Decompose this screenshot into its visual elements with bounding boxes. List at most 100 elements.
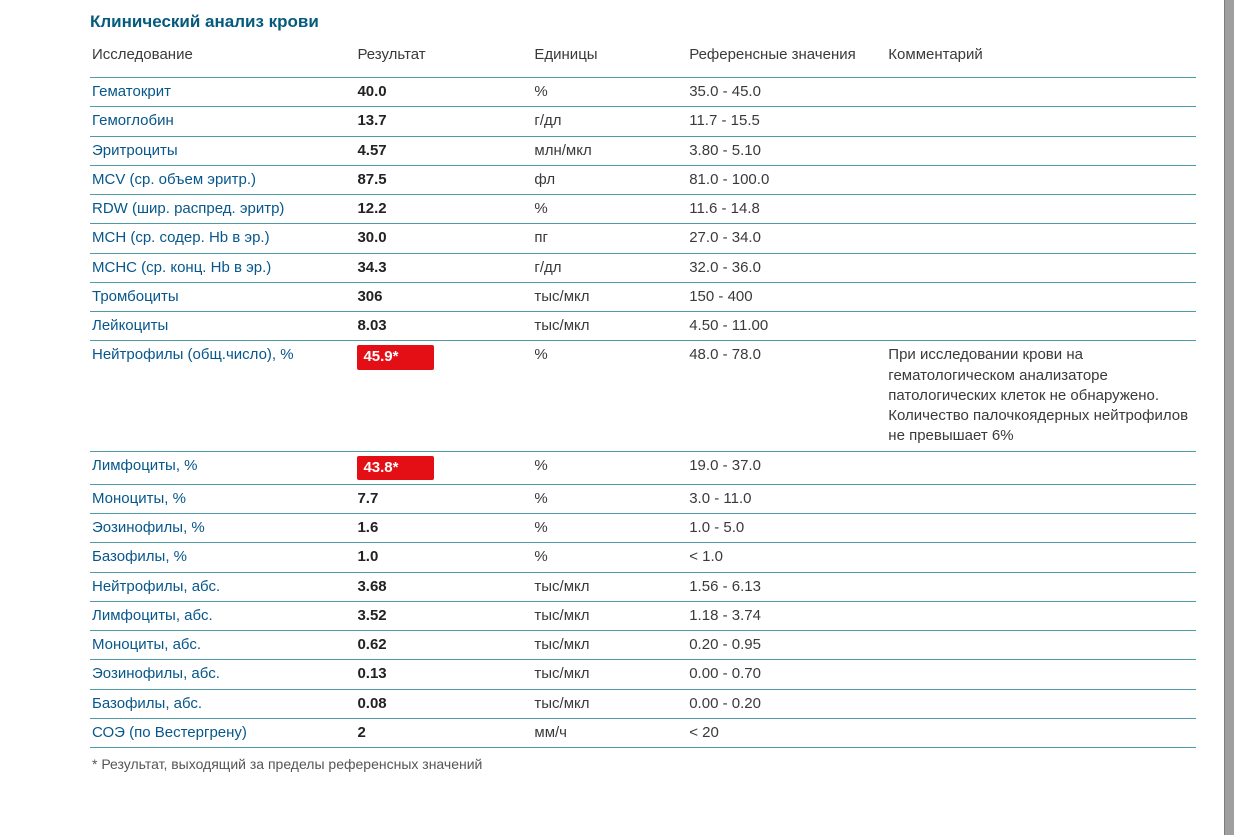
result-value: 87.5 bbox=[355, 165, 532, 194]
test-name: Лейкоциты bbox=[90, 312, 355, 341]
comment bbox=[886, 689, 1196, 718]
result-value: 1.0 bbox=[355, 543, 532, 572]
result-value: 12.2 bbox=[355, 195, 532, 224]
test-name: MCH (ср. содер. Hb в эр.) bbox=[90, 224, 355, 253]
result-value: 43.8* bbox=[355, 451, 532, 484]
units: тыс/мкл bbox=[532, 660, 687, 689]
comment bbox=[886, 601, 1196, 630]
reference-range: 0.00 - 0.20 bbox=[687, 689, 886, 718]
table-row: Базофилы, %1.0%< 1.0 bbox=[90, 543, 1196, 572]
units: тыс/мкл bbox=[532, 312, 687, 341]
comment bbox=[886, 195, 1196, 224]
test-name: Лимфоциты, абс. bbox=[90, 601, 355, 630]
units: тыс/мкл bbox=[532, 601, 687, 630]
comment: При исследовании крови на гематологическ… bbox=[886, 341, 1196, 451]
table-row: RDW (шир. распред. эритр)12.2%11.6 - 14.… bbox=[90, 195, 1196, 224]
scrollbar-track[interactable] bbox=[1224, 0, 1234, 835]
table-row: Эозинофилы, %1.6%1.0 - 5.0 bbox=[90, 514, 1196, 543]
reference-range: 48.0 - 78.0 bbox=[687, 341, 886, 451]
table-row: Лейкоциты8.03тыс/мкл4.50 - 11.00 bbox=[90, 312, 1196, 341]
table-row: MCHC (ср. конц. Hb в эр.)34.3г/дл32.0 - … bbox=[90, 253, 1196, 282]
table-row: Гематокрит40.0%35.0 - 45.0 bbox=[90, 78, 1196, 107]
reference-range: 3.0 - 11.0 bbox=[687, 484, 886, 513]
reference-range: 1.18 - 3.74 bbox=[687, 601, 886, 630]
table-row: Эритроциты4.57млн/мкл3.80 - 5.10 bbox=[90, 136, 1196, 165]
comment bbox=[886, 224, 1196, 253]
result-value: 34.3 bbox=[355, 253, 532, 282]
table-row: Гемоглобин13.7г/дл11.7 - 15.5 bbox=[90, 107, 1196, 136]
comment bbox=[886, 136, 1196, 165]
table-header-row: Исследование Результат Единицы Референсн… bbox=[90, 40, 1196, 78]
reference-range: 3.80 - 5.10 bbox=[687, 136, 886, 165]
header-comment: Комментарий bbox=[886, 40, 1196, 78]
results-table: Исследование Результат Единицы Референсн… bbox=[90, 40, 1196, 748]
test-name: Нейтрофилы (общ.число), % bbox=[90, 341, 355, 451]
test-name: RDW (шир. распред. эритр) bbox=[90, 195, 355, 224]
header-units: Единицы bbox=[532, 40, 687, 78]
comment bbox=[886, 282, 1196, 311]
comment bbox=[886, 514, 1196, 543]
units: тыс/мкл bbox=[532, 631, 687, 660]
result-value: 0.08 bbox=[355, 689, 532, 718]
test-name: СОЭ (по Вестергрену) bbox=[90, 718, 355, 747]
result-flag: 43.8* bbox=[357, 456, 434, 480]
reference-range: 81.0 - 100.0 bbox=[687, 165, 886, 194]
header-test: Исследование bbox=[90, 40, 355, 78]
header-result: Результат bbox=[355, 40, 532, 78]
units: мм/ч bbox=[532, 718, 687, 747]
result-flag: 45.9* bbox=[357, 345, 434, 369]
test-name: Тромбоциты bbox=[90, 282, 355, 311]
result-value: 306 bbox=[355, 282, 532, 311]
result-value: 45.9* bbox=[355, 341, 532, 451]
test-name: MCV (ср. объем эритр.) bbox=[90, 165, 355, 194]
table-body: Гематокрит40.0%35.0 - 45.0Гемоглобин13.7… bbox=[90, 78, 1196, 748]
test-name: Гемоглобин bbox=[90, 107, 355, 136]
table-row: Эозинофилы, абс.0.13тыс/мкл0.00 - 0.70 bbox=[90, 660, 1196, 689]
result-value: 0.13 bbox=[355, 660, 532, 689]
result-value: 1.6 bbox=[355, 514, 532, 543]
reference-range: 1.56 - 6.13 bbox=[687, 572, 886, 601]
comment bbox=[886, 543, 1196, 572]
test-name: Гематокрит bbox=[90, 78, 355, 107]
comment bbox=[886, 660, 1196, 689]
reference-range: < 20 bbox=[687, 718, 886, 747]
result-value: 0.62 bbox=[355, 631, 532, 660]
table-row: Лимфоциты, абс.3.52тыс/мкл1.18 - 3.74 bbox=[90, 601, 1196, 630]
reference-range: 27.0 - 34.0 bbox=[687, 224, 886, 253]
reference-range: 1.0 - 5.0 bbox=[687, 514, 886, 543]
comment bbox=[886, 107, 1196, 136]
test-name: Моноциты, абс. bbox=[90, 631, 355, 660]
reference-range: 150 - 400 bbox=[687, 282, 886, 311]
table-row: Нейтрофилы (общ.число), %45.9*%48.0 - 78… bbox=[90, 341, 1196, 451]
test-name: MCHC (ср. конц. Hb в эр.) bbox=[90, 253, 355, 282]
comment bbox=[886, 165, 1196, 194]
test-name: Базофилы, % bbox=[90, 543, 355, 572]
footnote: * Результат, выходящий за пределы рефере… bbox=[90, 756, 1196, 772]
units: тыс/мкл bbox=[532, 689, 687, 718]
units: г/дл bbox=[532, 253, 687, 282]
reference-range: 0.20 - 0.95 bbox=[687, 631, 886, 660]
result-value: 3.68 bbox=[355, 572, 532, 601]
units: % bbox=[532, 341, 687, 451]
units: % bbox=[532, 78, 687, 107]
header-reference: Референсные значения bbox=[687, 40, 886, 78]
comment bbox=[886, 312, 1196, 341]
table-row: Лимфоциты, %43.8*%19.0 - 37.0 bbox=[90, 451, 1196, 484]
result-value: 40.0 bbox=[355, 78, 532, 107]
result-value: 30.0 bbox=[355, 224, 532, 253]
comment bbox=[886, 631, 1196, 660]
test-name: Эритроциты bbox=[90, 136, 355, 165]
comment bbox=[886, 572, 1196, 601]
reference-range: 32.0 - 36.0 bbox=[687, 253, 886, 282]
table-row: Базофилы, абс.0.08тыс/мкл0.00 - 0.20 bbox=[90, 689, 1196, 718]
reference-range: 35.0 - 45.0 bbox=[687, 78, 886, 107]
table-row: СОЭ (по Вестергрену)2мм/ч< 20 bbox=[90, 718, 1196, 747]
test-name: Нейтрофилы, абс. bbox=[90, 572, 355, 601]
reference-range: 11.6 - 14.8 bbox=[687, 195, 886, 224]
result-value: 3.52 bbox=[355, 601, 532, 630]
result-value: 2 bbox=[355, 718, 532, 747]
result-value: 7.7 bbox=[355, 484, 532, 513]
report-title: Клинический анализ крови bbox=[90, 12, 1196, 32]
report-page: Клинический анализ крови Исследование Ре… bbox=[0, 0, 1224, 835]
test-name: Лимфоциты, % bbox=[90, 451, 355, 484]
